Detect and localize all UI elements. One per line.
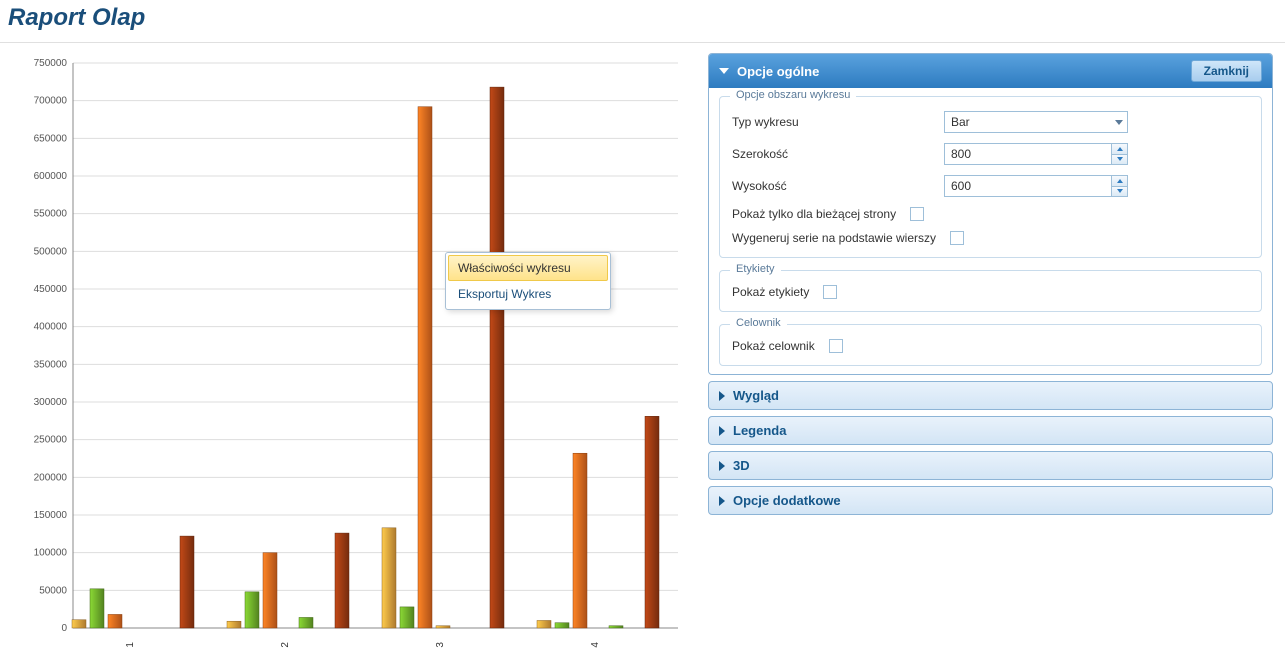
- properties-panel: Opcje ogólne Zamknij Opcje obszaru wykre…: [708, 53, 1273, 651]
- checkbox-show-labels[interactable]: [823, 285, 837, 299]
- chevron-down-icon: [1115, 120, 1123, 125]
- height-step-up[interactable]: [1112, 176, 1127, 186]
- bar-chart: 0500001000001500002000002500003000003500…: [8, 53, 688, 648]
- section-3d-header[interactable]: 3D: [709, 452, 1272, 479]
- width-step-down[interactable]: [1112, 154, 1127, 165]
- height-step-down[interactable]: [1112, 186, 1127, 197]
- svg-text:550000: 550000: [34, 209, 68, 220]
- section-legend: Legenda: [708, 416, 1273, 445]
- section-appearance-header[interactable]: Wygląd: [709, 382, 1272, 409]
- section-3d: 3D: [708, 451, 1273, 480]
- checkbox-show-crosshair[interactable]: [829, 339, 843, 353]
- checkbox-current-page[interactable]: [910, 207, 924, 221]
- label-chart-type: Typ wykresu: [732, 115, 944, 129]
- row-height: Wysokość 600: [732, 175, 1249, 197]
- fieldset-chart-area-legend: Opcje obszaru wykresu: [730, 89, 856, 101]
- row-chart-type: Typ wykresu Bar: [732, 111, 1249, 133]
- label-show-crosshair: Pokaż celownik: [732, 339, 815, 353]
- svg-text:300000: 300000: [34, 397, 68, 408]
- fieldset-crosshair-legend: Celownik: [730, 317, 787, 329]
- input-height[interactable]: 600: [944, 175, 1128, 197]
- svg-text:500000: 500000: [34, 246, 68, 257]
- menu-item-chart-properties[interactable]: Właściwości wykresu: [448, 255, 608, 281]
- chevron-up-icon: [1117, 147, 1123, 151]
- width-step-up[interactable]: [1112, 144, 1127, 154]
- chevron-down-icon: [1117, 189, 1123, 193]
- row-gen-series: Wygeneruj serie na podstawie wierszy: [732, 231, 1249, 245]
- svg-text:750000: 750000: [34, 58, 68, 69]
- label-current-page: Pokaż tylko dla bieżącej strony: [732, 207, 896, 221]
- svg-text:2: 2: [280, 642, 291, 648]
- svg-text:450000: 450000: [34, 284, 68, 295]
- chevron-down-icon: [719, 68, 729, 74]
- select-chart-type-value: Bar: [951, 115, 970, 129]
- label-height: Wysokość: [732, 179, 944, 193]
- chevron-right-icon: [719, 426, 725, 436]
- section-legend-header[interactable]: Legenda: [709, 417, 1272, 444]
- input-width-value: 800: [951, 147, 971, 161]
- svg-text:3: 3: [435, 642, 446, 648]
- main-layout: 0500001000001500002000002500003000003500…: [0, 53, 1285, 651]
- section-general-body: Opcje obszaru wykresu Typ wykresu Bar Sz…: [709, 88, 1272, 374]
- menu-item-export-chart[interactable]: Eksportuj Wykres: [448, 281, 608, 307]
- fieldset-crosshair: Celownik Pokaż celownik: [719, 324, 1262, 366]
- input-height-value: 600: [951, 179, 971, 193]
- svg-text:200000: 200000: [34, 472, 68, 483]
- chevron-right-icon: [719, 461, 725, 471]
- close-button[interactable]: Zamknij: [1191, 60, 1262, 82]
- chart-context-menu: Właściwości wykresu Eksportuj Wykres: [445, 252, 611, 310]
- chevron-right-icon: [719, 496, 725, 506]
- svg-text:0: 0: [61, 623, 67, 634]
- svg-text:650000: 650000: [34, 133, 68, 144]
- section-extra-header[interactable]: Opcje dodatkowe: [709, 487, 1272, 514]
- section-appearance-title: Wygląd: [733, 388, 779, 403]
- svg-text:50000: 50000: [39, 585, 67, 596]
- height-spinner: [1111, 176, 1127, 196]
- svg-text:100000: 100000: [34, 548, 68, 559]
- chevron-up-icon: [1117, 179, 1123, 183]
- chart-container: 0500001000001500002000002500003000003500…: [8, 53, 688, 651]
- row-width: Szerokość 800: [732, 143, 1249, 165]
- section-legend-title: Legenda: [733, 423, 786, 438]
- section-appearance: Wygląd: [708, 381, 1273, 410]
- label-show-labels: Pokaż etykiety: [732, 285, 809, 299]
- input-width[interactable]: 800: [944, 143, 1128, 165]
- section-general-title: Opcje ogólne: [737, 64, 819, 79]
- fieldset-labels: Etykiety Pokaż etykiety: [719, 270, 1262, 312]
- section-extra: Opcje dodatkowe: [708, 486, 1273, 515]
- fieldset-labels-legend: Etykiety: [730, 263, 781, 275]
- svg-text:1: 1: [125, 642, 136, 648]
- section-extra-title: Opcje dodatkowe: [733, 493, 841, 508]
- fieldset-chart-area: Opcje obszaru wykresu Typ wykresu Bar Sz…: [719, 96, 1262, 258]
- svg-text:400000: 400000: [34, 322, 68, 333]
- page-title: Raport Olap: [0, 0, 1285, 43]
- width-spinner: [1111, 144, 1127, 164]
- label-width: Szerokość: [732, 147, 944, 161]
- chevron-right-icon: [719, 391, 725, 401]
- label-gen-series: Wygeneruj serie na podstawie wierszy: [732, 231, 936, 245]
- section-general: Opcje ogólne Zamknij Opcje obszaru wykre…: [708, 53, 1273, 375]
- section-3d-title: 3D: [733, 458, 750, 473]
- svg-text:4: 4: [590, 642, 601, 648]
- section-general-header[interactable]: Opcje ogólne Zamknij: [709, 54, 1272, 88]
- svg-text:350000: 350000: [34, 359, 68, 370]
- svg-text:150000: 150000: [34, 510, 68, 521]
- svg-text:600000: 600000: [34, 171, 68, 182]
- row-current-page: Pokaż tylko dla bieżącej strony: [732, 207, 1249, 221]
- row-show-labels: Pokaż etykiety: [732, 285, 1249, 299]
- chevron-down-icon: [1117, 157, 1123, 161]
- svg-text:700000: 700000: [34, 96, 68, 107]
- checkbox-gen-series[interactable]: [950, 231, 964, 245]
- select-chart-type[interactable]: Bar: [944, 111, 1128, 133]
- row-show-crosshair: Pokaż celownik: [732, 339, 1249, 353]
- svg-text:250000: 250000: [34, 435, 68, 446]
